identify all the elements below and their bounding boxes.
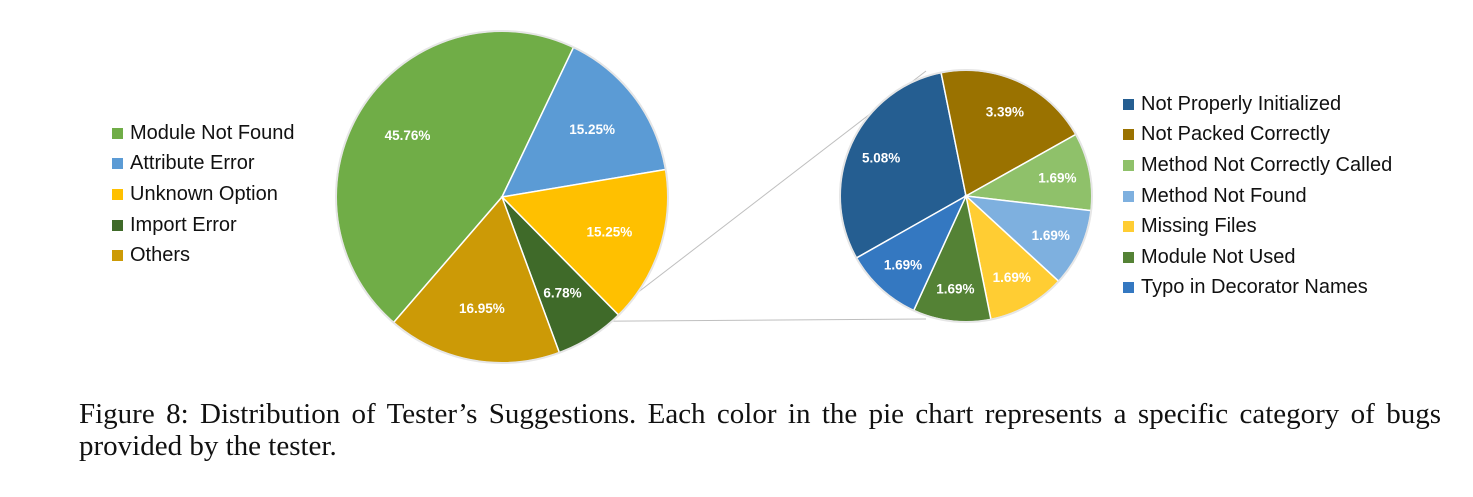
data-label-typo-in-decorator-names: 1.69%	[884, 258, 922, 273]
legend-swatch	[112, 158, 123, 170]
legend-label: Not Properly Initialized	[1141, 92, 1342, 115]
legend-label: Method Not Found	[1141, 184, 1307, 207]
legend-label: Attribute Error	[130, 152, 255, 175]
legend-item-method-not-correctly-called: Method Not Correctly Called	[1123, 150, 1392, 181]
data-label-unknown-option: 15.25%	[587, 225, 633, 240]
legend-swatch	[1123, 159, 1134, 171]
figure-caption: Figure 8: Distribution of Tester’s Sugge…	[79, 398, 1441, 462]
legend-item-others: Others	[112, 240, 295, 271]
main-pie-legend: Module Not Found Attribute Error Unknown O…	[112, 118, 295, 271]
legend-swatch	[112, 188, 123, 200]
legend-label: Method Not Correctly Called	[1141, 153, 1393, 176]
legend-label: Module Not Found	[130, 121, 295, 144]
legend-swatch	[1123, 251, 1134, 263]
breakdown-pie: 5.08% 3.39% 1.69% 1.69% 1.69% 1.69% 1.69%	[839, 69, 1093, 323]
legend-label: Module Not Used	[1141, 245, 1296, 268]
legend-swatch	[1123, 190, 1134, 202]
data-label-others: 16.95%	[459, 301, 505, 316]
legend-swatch	[112, 127, 123, 139]
legend-item-method-not-found: Method Not Found	[1123, 181, 1392, 212]
pie-chart-figure: 45.76% 15.25% 15.25% 6.78% 16.95% 5.08% 3.39%…	[335, 30, 1093, 364]
data-label-method-not-correctly-called: 1.69%	[1038, 171, 1076, 186]
legend-item-module-not-used: Module Not Used	[1123, 242, 1392, 273]
data-label-not-properly-initialized: 5.08%	[862, 150, 900, 165]
pie-outline	[839, 69, 1093, 323]
breakdown-pie-legend: Not Properly Initialized Not Packed Corre…	[1123, 89, 1392, 303]
legend-label: Unknown Option	[130, 182, 278, 205]
legend-swatch	[112, 219, 123, 231]
legend-label: Not Packed Correctly	[1141, 123, 1330, 146]
data-label-attribute-error: 15.25%	[569, 122, 615, 137]
data-label-module-not-used: 1.69%	[936, 282, 974, 297]
legend-swatch	[1123, 282, 1134, 294]
legend-label: Import Error	[130, 213, 237, 236]
legend-item-module-not-found: Module Not Found	[112, 118, 295, 149]
legend-swatch	[1123, 221, 1134, 233]
legend-swatch	[112, 250, 123, 262]
data-label-module-not-found: 45.76%	[385, 128, 431, 143]
main-pie: 45.76% 15.25% 15.25% 6.78% 16.95%	[335, 30, 669, 364]
legend-swatch	[1123, 129, 1134, 141]
legend-label: Others	[130, 244, 191, 267]
legend-swatch	[1123, 98, 1134, 110]
legend-item-missing-files: Missing Files	[1123, 211, 1392, 242]
data-label-missing-files: 1.69%	[993, 270, 1031, 285]
legend-label: Typo in Decorator Names	[1141, 276, 1368, 299]
legend-item-attribute-error: Attribute Error	[112, 149, 295, 180]
data-label-import-error: 6.78%	[543, 285, 581, 300]
legend-label: Missing Files	[1141, 215, 1257, 238]
pie-outline	[335, 30, 669, 364]
data-label-method-not-found: 1.69%	[1032, 228, 1070, 243]
legend-item-not-packed-correctly: Not Packed Correctly	[1123, 120, 1392, 151]
legend-item-import-error: Import Error	[112, 210, 295, 241]
legend-item-typo-in-decorator-names: Typo in Decorator Names	[1123, 273, 1392, 304]
data-label-not-packed-correctly: 3.39%	[986, 104, 1024, 119]
legend-item-not-properly-initialized: Not Properly Initialized	[1123, 89, 1392, 120]
legend-item-unknown-option: Unknown Option	[112, 179, 295, 210]
